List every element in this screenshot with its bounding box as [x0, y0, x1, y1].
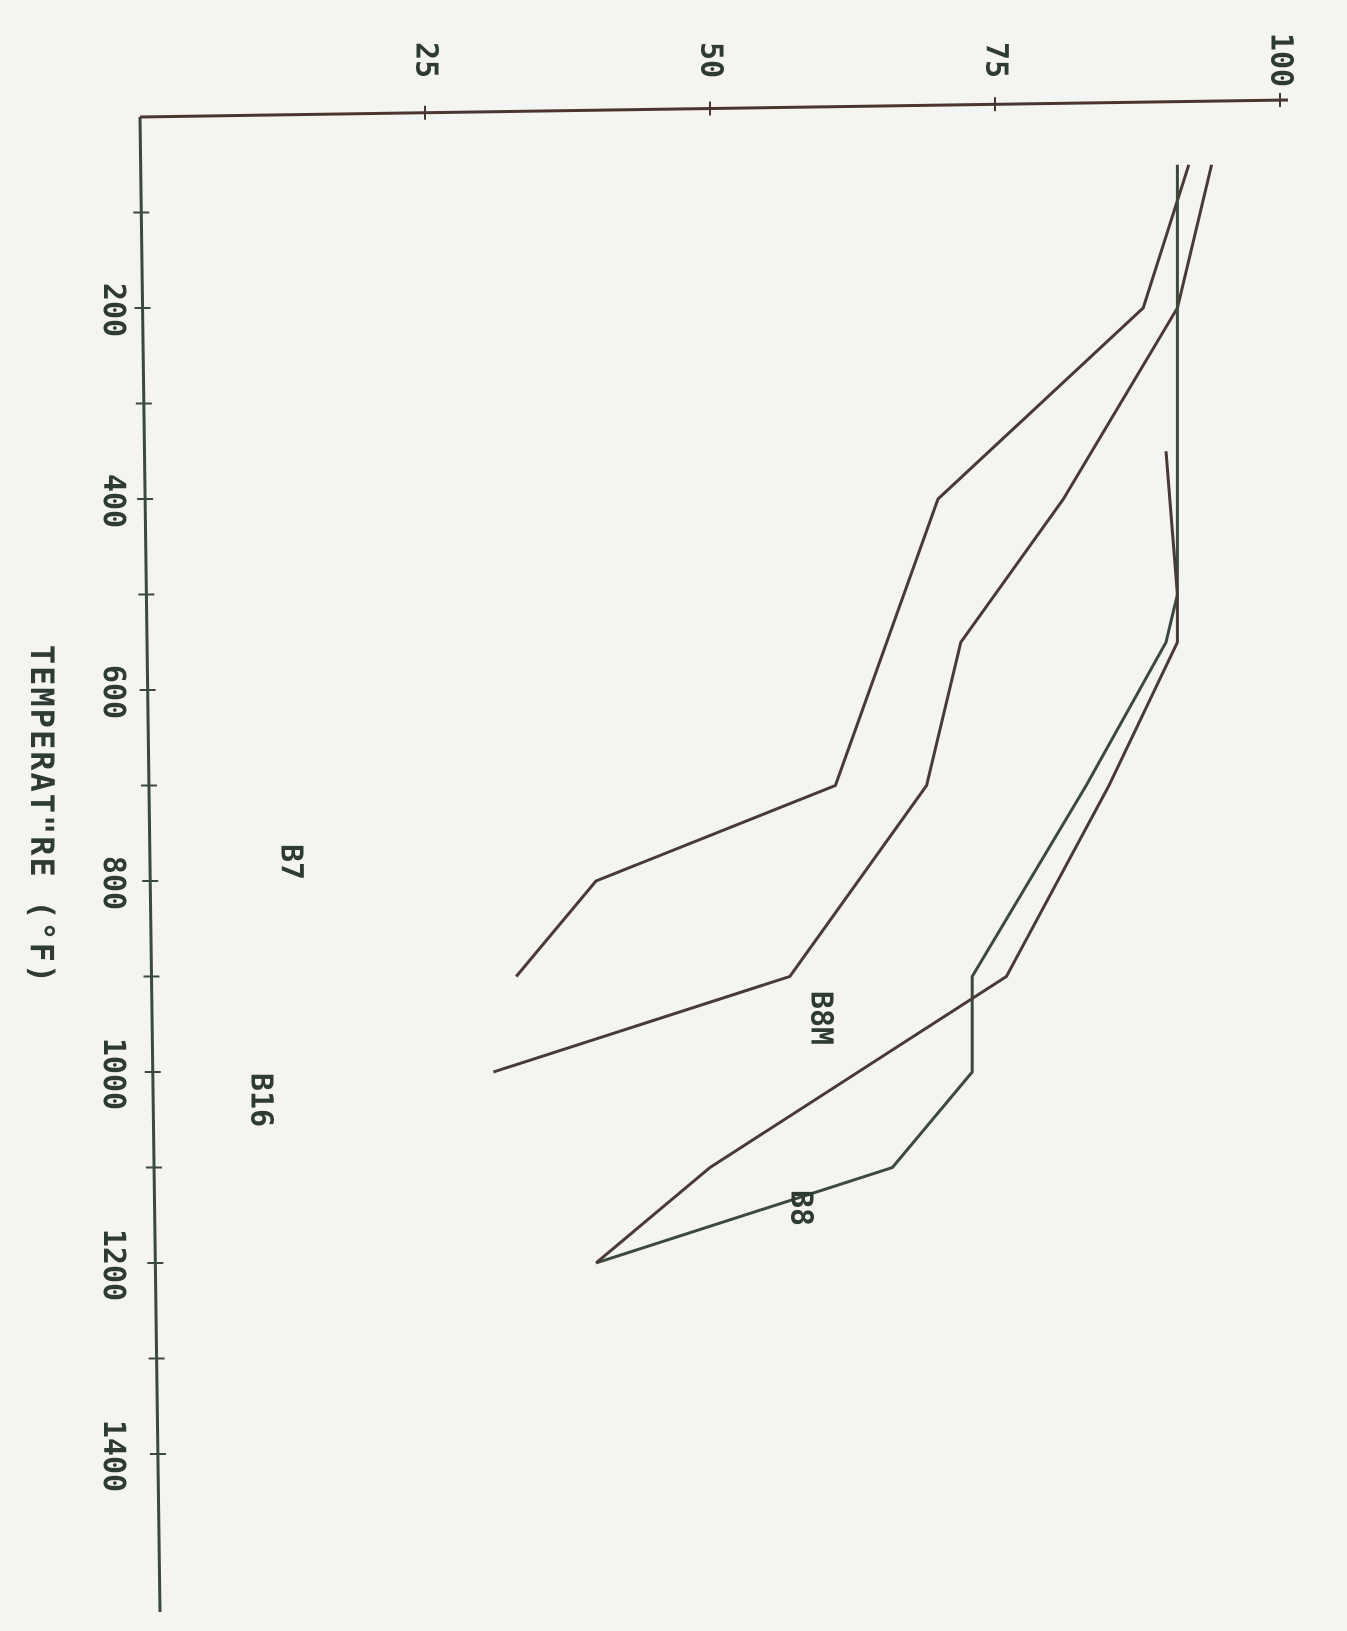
series-layer: [492, 164, 1214, 1265]
temperature-tick-label: 600: [96, 665, 131, 719]
series-label-b16: B16: [244, 1073, 279, 1127]
percent-axis-line: [139, 98, 1289, 119]
temperature-tick-label: 200: [96, 283, 131, 337]
percent-tick-label: 75: [979, 42, 1014, 78]
temperature-tick-label: 1400: [96, 1420, 131, 1492]
temperature-tick-label: 400: [96, 474, 131, 528]
temperature-axis-line: [138, 116, 162, 1613]
percent-tick-label: 50: [694, 42, 729, 78]
series-line-b8m: [595, 164, 1179, 1265]
temperature-tick-label: 1000: [96, 1038, 131, 1110]
labels-layer: B7 B16 B8M B8: [244, 844, 839, 1226]
temperature-tick-label: 800: [96, 856, 131, 910]
series-label-b8m: B8M: [804, 991, 839, 1045]
temperature-tick-label: 1200: [96, 1229, 131, 1301]
percent-tick-label: 100: [1264, 33, 1299, 87]
x-axis-title: TEMPERAT"RE (°F): [23, 645, 61, 985]
series-line-b8: [595, 451, 1179, 1265]
series-label-b8: B8: [784, 1190, 819, 1226]
axes-layer: 200 400 600 800 1000 1200 1400 25 50 75 100 TEMPERA…: [23, 33, 1299, 1613]
series-label-b7: B7: [274, 844, 309, 880]
series-line-b16: [492, 164, 1214, 1074]
series-line-b7: [515, 164, 1191, 978]
percent-tick-label: 25: [409, 42, 444, 78]
